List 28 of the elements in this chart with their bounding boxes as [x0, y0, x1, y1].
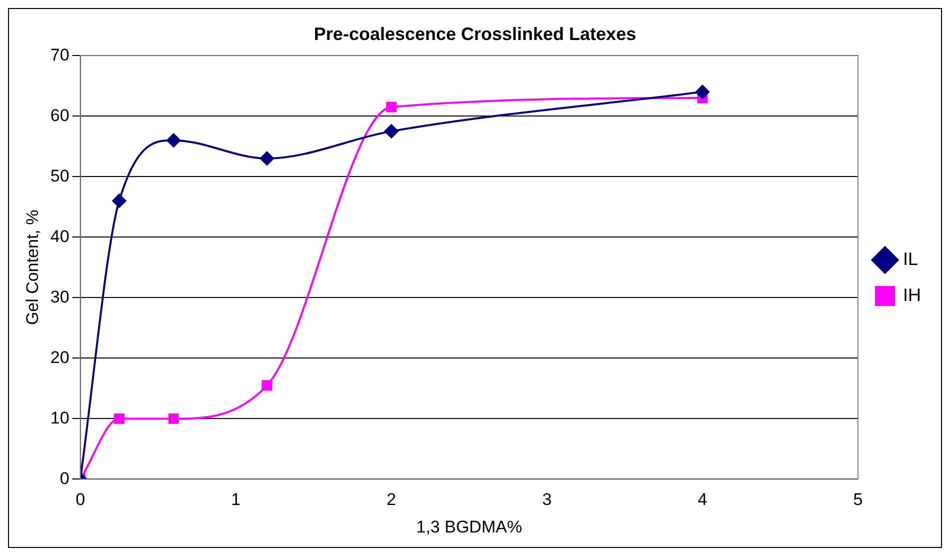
point [112, 194, 126, 208]
x-tick-label: 1 [231, 490, 241, 510]
x-axis-title: 1,3 BGDMA% [416, 517, 522, 536]
point [168, 413, 179, 424]
x-tick-label: 4 [698, 490, 708, 510]
y-tick-label: 20 [50, 348, 70, 367]
x-tick-label: 0 [76, 490, 86, 510]
chart-title: Pre-coalescence Crosslinked Latexes [314, 24, 636, 44]
point [386, 102, 397, 112]
point [695, 84, 710, 99]
x-tick-label: 5 [853, 490, 863, 510]
point [262, 380, 272, 391]
point [166, 133, 181, 148]
y-tick-label: 70 [50, 45, 70, 64]
y-axis-title: Gel Content, % [22, 210, 42, 326]
y-tick-label: 30 [50, 287, 70, 306]
y-tick-label: 40 [50, 226, 70, 246]
y-tick-label: 50 [50, 166, 70, 186]
y-tick-label: 10 [50, 408, 70, 428]
legend-label: IH [903, 284, 921, 305]
y-tick-label: 60 [50, 106, 70, 125]
point [114, 413, 124, 424]
x-tick-label: 3 [542, 490, 552, 510]
legend-label: IL [903, 248, 918, 269]
point [260, 151, 274, 166]
point [384, 124, 398, 138]
y-tick-label: 0 [60, 468, 70, 488]
x-tick-label: 2 [386, 490, 396, 510]
